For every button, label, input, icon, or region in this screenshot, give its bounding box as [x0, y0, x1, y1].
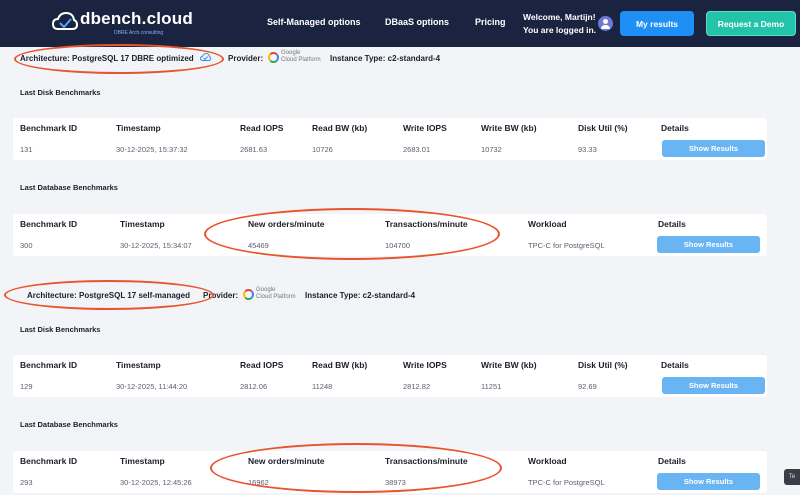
corner-tab[interactable]: Te — [784, 469, 800, 485]
col-benchmark-id: Benchmark ID — [20, 360, 78, 370]
col-timestamp: Timestamp — [120, 219, 165, 229]
col-workload: Workload — [528, 456, 567, 466]
logo-text: dbench.cloud — [80, 9, 193, 28]
cell-read-iops: 2812.06 — [240, 382, 268, 391]
cell-disk-util: 93.33 — [578, 145, 597, 154]
google-cloud-logo-text: Google Cloud Platform — [256, 287, 296, 301]
nav-pricing[interactable]: Pricing — [475, 17, 506, 27]
cell-benchmark-id: 293 — [20, 478, 33, 487]
google-cloud-logo-icon: Google Cloud Platform — [268, 50, 321, 66]
col-write-iops: Write IOPS — [403, 360, 447, 370]
welcome-text: Welcome, Martijn! You are logged in. — [523, 11, 596, 37]
col-disk-util: Disk Util (%) — [578, 360, 628, 370]
col-read-bw: Read BW (kb) — [312, 123, 368, 133]
google-cloud-logo-text: Google Cloud Platform — [281, 50, 321, 64]
show-results-button[interactable]: Show Results — [657, 473, 760, 490]
col-write-iops: Write IOPS — [403, 123, 447, 133]
cell-transactions: 104700 — [385, 241, 411, 250]
col-benchmark-id: Benchmark ID — [20, 456, 78, 466]
col-timestamp: Timestamp — [116, 360, 161, 370]
cell-disk-util: 92.69 — [578, 382, 597, 391]
col-details: Details — [661, 123, 689, 133]
instance-type-label: Instance Type: c2-standard-4 — [330, 54, 441, 63]
my-results-button[interactable]: My results — [620, 11, 694, 36]
cell-benchmark-id: 300 — [20, 241, 33, 250]
cell-transactions: 38973 — [385, 478, 406, 487]
col-workload: Workload — [528, 219, 567, 229]
col-read-bw: Read BW (kb) — [312, 360, 368, 370]
db-benchmark-card: Benchmark ID Timestamp New orders/minute… — [13, 451, 767, 493]
col-transactions: Transactions/minute — [385, 219, 468, 229]
architecture-row: Architecture: PostgreSQL 17 DBRE optimiz… — [0, 49, 800, 69]
disk-benchmarks-heading: Last Disk Benchmarks — [20, 325, 101, 334]
top-navbar: dbench.cloud DBRE Arch.consulting Self-M… — [0, 0, 800, 47]
cell-read-iops: 2681.63 — [240, 145, 268, 154]
cell-timestamp: 30-12-2025, 15:37:32 — [116, 145, 188, 154]
disk-benchmark-card: Benchmark ID Timestamp Read IOPS Read BW… — [13, 355, 767, 397]
col-benchmark-id: Benchmark ID — [20, 219, 78, 229]
show-results-button[interactable]: Show Results — [662, 140, 765, 157]
cell-benchmark-id: 129 — [20, 382, 33, 391]
welcome-line-2: You are logged in. — [523, 25, 597, 35]
db-benchmarks-heading: Last Database Benchmarks — [20, 420, 118, 429]
architecture-label: Architecture: PostgreSQL 17 self-managed — [27, 291, 191, 300]
architecture-row: Architecture: PostgreSQL 17 self-managed… — [0, 286, 800, 306]
google-cloud-logo-line-2: Cloud Platform — [256, 294, 296, 300]
google-cloud-logo-line-1: Google — [281, 50, 301, 56]
architecture-label: Architecture: PostgreSQL 17 DBRE optimiz… — [20, 54, 194, 63]
col-write-bw: Write BW (kb) — [481, 360, 537, 370]
welcome-line-1: Welcome, Martijn! — [523, 12, 596, 22]
col-details: Details — [658, 456, 686, 466]
cell-workload: TPC-C for PostgreSQL — [528, 478, 605, 487]
cloud-check-icon — [200, 53, 211, 61]
cell-write-bw: 10732 — [481, 145, 502, 154]
col-write-bw: Write BW (kb) — [481, 123, 537, 133]
show-results-button[interactable]: Show Results — [662, 377, 765, 394]
google-g-icon — [268, 52, 279, 63]
col-read-iops: Read IOPS — [240, 360, 284, 370]
nav-self-managed[interactable]: Self-Managed options — [267, 17, 361, 27]
provider-label: Provider: — [228, 54, 264, 63]
cell-timestamp: 30-12-2025, 15:34:07 — [120, 241, 192, 250]
cell-write-bw: 11251 — [481, 382, 502, 391]
cell-read-bw: 10726 — [312, 145, 333, 154]
cell-write-iops: 2683.01 — [403, 145, 431, 154]
col-new-orders: New orders/minute — [248, 456, 325, 466]
provider-label: Provider: — [203, 291, 239, 300]
col-new-orders: New orders/minute — [248, 219, 325, 229]
cloud-logo-icon — [52, 11, 78, 30]
db-benchmarks-heading: Last Database Benchmarks — [20, 183, 118, 192]
col-timestamp: Timestamp — [120, 456, 165, 466]
disk-benchmark-card: Benchmark ID Timestamp Read IOPS Read BW… — [13, 118, 767, 160]
user-avatar-icon[interactable] — [598, 16, 613, 31]
col-details: Details — [658, 219, 686, 229]
col-timestamp: Timestamp — [116, 123, 161, 133]
instance-type-label: Instance Type: c2-standard-4 — [305, 291, 416, 300]
logo[interactable]: dbench.cloud DBRE Arch.consulting — [52, 9, 193, 39]
request-demo-button[interactable]: Request a Demo — [706, 11, 796, 36]
cell-timestamp: 30-12-2025, 12:45:26 — [120, 478, 192, 487]
cell-new-orders: 45469 — [248, 241, 269, 250]
show-results-button[interactable]: Show Results — [657, 236, 760, 253]
col-details: Details — [661, 360, 689, 370]
cell-benchmark-id: 131 — [20, 145, 33, 154]
col-benchmark-id: Benchmark ID — [20, 123, 78, 133]
col-disk-util: Disk Util (%) — [578, 123, 628, 133]
cell-read-bw: 11248 — [312, 382, 333, 391]
db-benchmark-card: Benchmark ID Timestamp New orders/minute… — [13, 214, 767, 256]
cell-timestamp: 30-12-2025, 11:44:20 — [116, 382, 188, 391]
cell-write-iops: 2812.82 — [403, 382, 431, 391]
col-transactions: Transactions/minute — [385, 456, 468, 466]
google-g-icon — [243, 289, 254, 300]
google-cloud-logo-line-1: Google — [256, 287, 276, 293]
google-cloud-logo-icon: Google Cloud Platform — [243, 287, 296, 303]
cell-workload: TPC-C for PostgreSQL — [528, 241, 605, 250]
nav-dbaas[interactable]: DBaaS options — [385, 17, 450, 27]
cell-new-orders: 16962 — [248, 478, 269, 487]
col-read-iops: Read IOPS — [240, 123, 284, 133]
disk-benchmarks-heading: Last Disk Benchmarks — [20, 88, 101, 97]
google-cloud-logo-line-2: Cloud Platform — [281, 57, 321, 63]
logo-subtitle: DBRE Arch.consulting — [114, 30, 164, 36]
